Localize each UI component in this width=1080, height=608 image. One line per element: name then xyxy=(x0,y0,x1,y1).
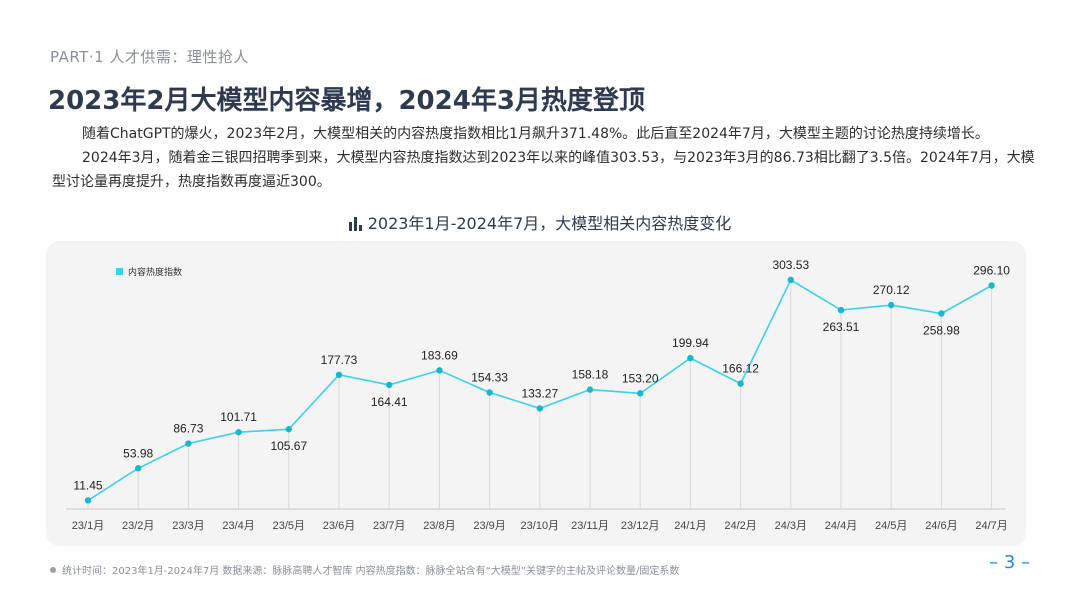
x-tick-label: 23/12月 xyxy=(621,520,660,532)
data-label: 11.45 xyxy=(73,478,102,492)
legend-swatch xyxy=(116,268,123,275)
page-title: 2023年2月大模型内容暴增，2024年3月热度登顶 xyxy=(48,86,645,116)
legend-label: 内容热度指数 xyxy=(128,266,182,277)
data-point xyxy=(135,465,142,472)
data-label: 296.10 xyxy=(973,263,1010,277)
data-point xyxy=(637,390,644,397)
data-label: 303.53 xyxy=(772,258,809,272)
data-point xyxy=(235,429,242,436)
data-point xyxy=(586,386,594,393)
x-tick-label: 23/11月 xyxy=(571,520,609,532)
x-tick-label: 23/3月 xyxy=(172,520,204,532)
footer-note: 统计时间：2023年1月-2024年7月 数据来源：脉脉高聘人才智库 内容热度指… xyxy=(50,562,679,577)
data-label: 53.98 xyxy=(123,446,153,460)
data-point xyxy=(787,276,794,284)
data-point xyxy=(335,371,343,379)
data-label: 133.27 xyxy=(521,386,558,400)
data-point xyxy=(888,301,895,309)
x-tick-label: 23/2月 xyxy=(122,520,154,532)
data-point xyxy=(185,440,192,447)
x-tick-label: 24/2月 xyxy=(724,520,756,532)
data-point xyxy=(84,497,92,504)
data-label: 263.51 xyxy=(823,320,860,334)
bullet-dot-icon xyxy=(50,567,56,573)
intro-paragraph-1: 随着ChatGPT的爆火，2023年2月，大模型相关的内容热度指数相比1月飙升3… xyxy=(82,126,989,142)
x-tick-label: 24/1月 xyxy=(674,520,706,532)
data-label: 164.41 xyxy=(371,395,408,409)
chart-panel: 11.45 23/1月 53.98 23/2月 86.73 23/3月 101.71 23/4… xyxy=(46,241,1026,546)
data-label: 183.69 xyxy=(421,348,458,362)
data-point xyxy=(938,310,945,317)
section-label: PART·1 人才供需：理性抢人 xyxy=(50,48,249,66)
data-label: 177.73 xyxy=(321,353,358,367)
page-number: – 3 – xyxy=(989,552,1030,573)
x-tick-label: 23/10月 xyxy=(521,520,560,532)
x-tick-label: 23/1月 xyxy=(72,520,104,532)
x-tick-label: 23/6月 xyxy=(323,520,355,532)
bar-chart-icon xyxy=(348,217,362,231)
x-tick-label: 23/7月 xyxy=(373,520,405,532)
chart-title-text: 2023年1月-2024年7月，大模型相关内容热度变化 xyxy=(367,214,732,233)
data-label: 86.73 xyxy=(173,422,203,436)
data-point xyxy=(737,380,744,387)
data-point xyxy=(436,367,443,374)
x-tick-label: 23/4月 xyxy=(222,520,254,532)
data-point xyxy=(837,306,845,314)
data-point xyxy=(687,354,694,362)
x-tick-label: 23/8月 xyxy=(423,520,455,532)
line-chart: 11.45 23/1月 53.98 23/2月 86.73 23/3月 101.71 23/4… xyxy=(66,258,1010,532)
chart-title: 2023年1月-2024年7月，大模型相关内容热度变化 xyxy=(0,210,1080,234)
data-label: 258.98 xyxy=(923,324,960,338)
x-tick-label: 24/6月 xyxy=(925,520,957,532)
data-label: 199.94 xyxy=(672,336,709,350)
x-tick-label: 24/5月 xyxy=(875,520,907,532)
data-label: 158.18 xyxy=(572,368,609,382)
data-label: 154.33 xyxy=(471,371,508,385)
data-point xyxy=(536,405,543,412)
x-tick-label: 24/4月 xyxy=(825,520,857,532)
data-label: 105.67 xyxy=(270,439,307,453)
footer-note-text: 统计时间：2023年1月-2024年7月 数据来源：脉脉高聘人才智库 内容热度指… xyxy=(62,566,680,577)
data-label: 166.12 xyxy=(722,362,759,376)
data-point xyxy=(285,426,292,433)
intro-paragraph-2: 2024年3月，随着金三银四招聘季到来，大模型内容热度指数达到2023年以来的峰… xyxy=(52,150,1035,190)
data-point xyxy=(386,381,393,389)
data-label: 153.20 xyxy=(622,371,659,385)
data-point xyxy=(988,282,995,289)
x-tick-label: 24/7月 xyxy=(975,520,1007,532)
data-point xyxy=(486,389,493,396)
x-tick-label: 23/5月 xyxy=(273,520,305,532)
data-label: 101.71 xyxy=(220,410,257,424)
x-tick-label: 24/3月 xyxy=(775,520,807,532)
x-tick-label: 23/9月 xyxy=(473,520,505,532)
data-label: 270.12 xyxy=(873,283,910,297)
